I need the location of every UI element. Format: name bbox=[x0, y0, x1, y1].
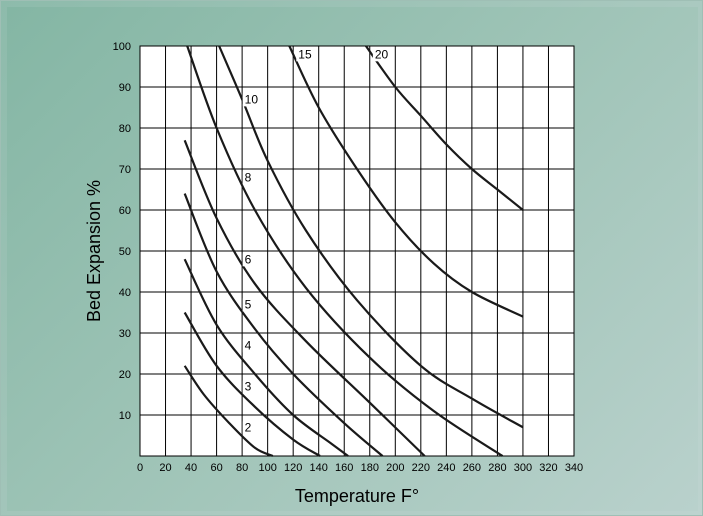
y-tick-label: 40 bbox=[119, 287, 131, 299]
curve-10 bbox=[218, 45, 524, 429]
y-axis-label: Bed Expansion % bbox=[84, 180, 104, 322]
x-tick-label: 120 bbox=[284, 462, 302, 474]
y-tick-label: 20 bbox=[119, 369, 131, 381]
y-tick-label: 90 bbox=[119, 82, 131, 94]
curve-label-15: 15 bbox=[298, 47, 312, 61]
curve-label-3: 3 bbox=[245, 379, 252, 393]
curve-label-2: 2 bbox=[245, 420, 252, 434]
y-tick-label: 100 bbox=[113, 41, 131, 53]
curve-5 bbox=[183, 193, 384, 457]
curve-label-4: 4 bbox=[245, 338, 252, 352]
x-tick-label: 200 bbox=[386, 462, 404, 474]
x-axis-label: Temperature F° bbox=[295, 486, 419, 506]
x-tick-label: 340 bbox=[565, 462, 583, 474]
curve-label-bg bbox=[242, 380, 254, 394]
curve-label-bg bbox=[296, 48, 315, 62]
y-tick-label: 80 bbox=[119, 123, 131, 135]
curve-20 bbox=[365, 45, 524, 211]
curve-label-6: 6 bbox=[245, 252, 252, 266]
curves bbox=[183, 45, 524, 458]
curve-label-5: 5 bbox=[245, 297, 252, 311]
x-tick-label: 0 bbox=[137, 462, 143, 474]
curve-6 bbox=[183, 139, 426, 457]
x-tick-label: 300 bbox=[514, 462, 532, 474]
x-tick-labels: 0 20 40 60 80 100 120 140 160 180 200 220 240 260 280 3… bbox=[137, 462, 583, 474]
x-tick-label: 60 bbox=[210, 462, 222, 474]
x-tick-label: 240 bbox=[437, 462, 455, 474]
y-tick-label: 50 bbox=[119, 246, 131, 258]
x-tick-label: 180 bbox=[361, 462, 379, 474]
curve-label-bg bbox=[242, 171, 254, 185]
curve-label-bg bbox=[242, 421, 254, 435]
curve-label-bg bbox=[372, 48, 391, 62]
x-tick-label: 280 bbox=[488, 462, 506, 474]
curve-15 bbox=[288, 45, 524, 318]
x-tick-label: 320 bbox=[539, 462, 557, 474]
curve-label-20: 20 bbox=[375, 47, 389, 61]
curve-8 bbox=[186, 45, 504, 457]
curve-3 bbox=[183, 311, 321, 457]
y-tick-labels: 10 20 30 40 50 60 70 80 90 100 bbox=[113, 41, 131, 422]
curve-label-bg bbox=[242, 298, 254, 312]
y-tick-label: 70 bbox=[119, 164, 131, 176]
curve-4 bbox=[183, 258, 349, 457]
x-tick-label: 140 bbox=[310, 462, 328, 474]
x-tick-label: 20 bbox=[159, 462, 171, 474]
curve-label-bg bbox=[242, 253, 254, 267]
y-tick-label: 60 bbox=[119, 205, 131, 217]
x-tick-label: 80 bbox=[236, 462, 248, 474]
curve-2 bbox=[183, 365, 274, 458]
curve-label-8: 8 bbox=[245, 170, 252, 184]
x-tick-label: 260 bbox=[463, 462, 481, 474]
y-tick-label: 10 bbox=[119, 410, 131, 422]
x-tick-label: 40 bbox=[185, 462, 197, 474]
curve-labels: 2 3 4 5 6 8 10 15 20 bbox=[242, 47, 391, 435]
y-tick-label: 30 bbox=[119, 328, 131, 340]
x-tick-label: 100 bbox=[258, 462, 276, 474]
x-tick-label: 160 bbox=[335, 462, 353, 474]
x-tick-label: 220 bbox=[412, 462, 430, 474]
curve-label-bg bbox=[242, 93, 261, 107]
curve-label-bg bbox=[242, 339, 254, 353]
curve-label-10: 10 bbox=[245, 92, 259, 106]
